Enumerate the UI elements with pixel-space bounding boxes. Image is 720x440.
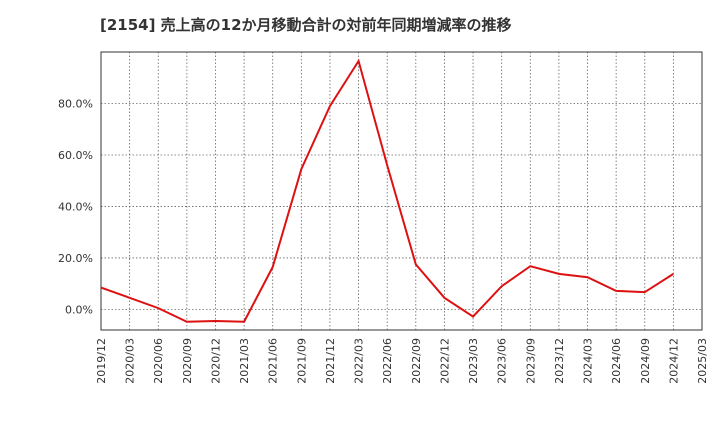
x-tick-label: 2022/06 bbox=[381, 338, 394, 384]
plot-frame bbox=[100, 51, 703, 331]
x-tick-label: 2021/09 bbox=[295, 338, 308, 384]
x-tick-label: 2021/03 bbox=[238, 338, 251, 384]
x-tick-label: 2020/06 bbox=[152, 338, 165, 384]
y-tick-label: 40.0% bbox=[58, 200, 93, 213]
x-tick-label: 2024/12 bbox=[667, 338, 680, 384]
x-tick-label: 2024/06 bbox=[610, 338, 623, 384]
x-tick-label: 2023/06 bbox=[496, 338, 509, 384]
x-tick-label: 2024/03 bbox=[582, 338, 595, 384]
y-tick-labels: 0.0% 20.0% 40.0% 60.0% 80.0% bbox=[58, 97, 93, 316]
series-line bbox=[100, 58, 674, 323]
x-tick-label: 2020/03 bbox=[124, 338, 137, 384]
x-tick-label: 2020/12 bbox=[209, 338, 222, 384]
x-tick-label: 2021/12 bbox=[324, 338, 337, 384]
x-tick-label: 2023/03 bbox=[467, 338, 480, 384]
x-tick-label: 2022/12 bbox=[438, 338, 451, 384]
x-tick-label: 2019/12 bbox=[95, 338, 108, 384]
series-layer bbox=[100, 58, 674, 323]
chart-title: [2154] 売上高の12か月移動合計の対前年同期増減率の推移 bbox=[100, 16, 512, 34]
grid-lines bbox=[100, 52, 703, 330]
x-tick-label: 2021/06 bbox=[267, 338, 280, 384]
x-tick-label: 2023/09 bbox=[524, 338, 537, 384]
x-tick-label: 2022/09 bbox=[410, 338, 423, 384]
y-tick-label: 0.0% bbox=[65, 303, 93, 316]
x-tick-label: 2024/09 bbox=[639, 338, 652, 384]
y-tick-label: 60.0% bbox=[58, 149, 93, 162]
axes bbox=[100, 51, 703, 331]
x-tick-label: 2025/03 bbox=[696, 338, 709, 384]
y-tick-label: 20.0% bbox=[58, 252, 93, 265]
x-tick-label: 2023/12 bbox=[553, 338, 566, 384]
y-tick-label: 80.0% bbox=[58, 97, 93, 110]
x-tick-label: 2020/09 bbox=[181, 338, 194, 384]
x-tick-label: 2022/03 bbox=[353, 338, 366, 384]
x-tick-labels: 2019/12 2020/03 2020/06 2020/09 2020/12 2021/… bbox=[95, 338, 709, 384]
